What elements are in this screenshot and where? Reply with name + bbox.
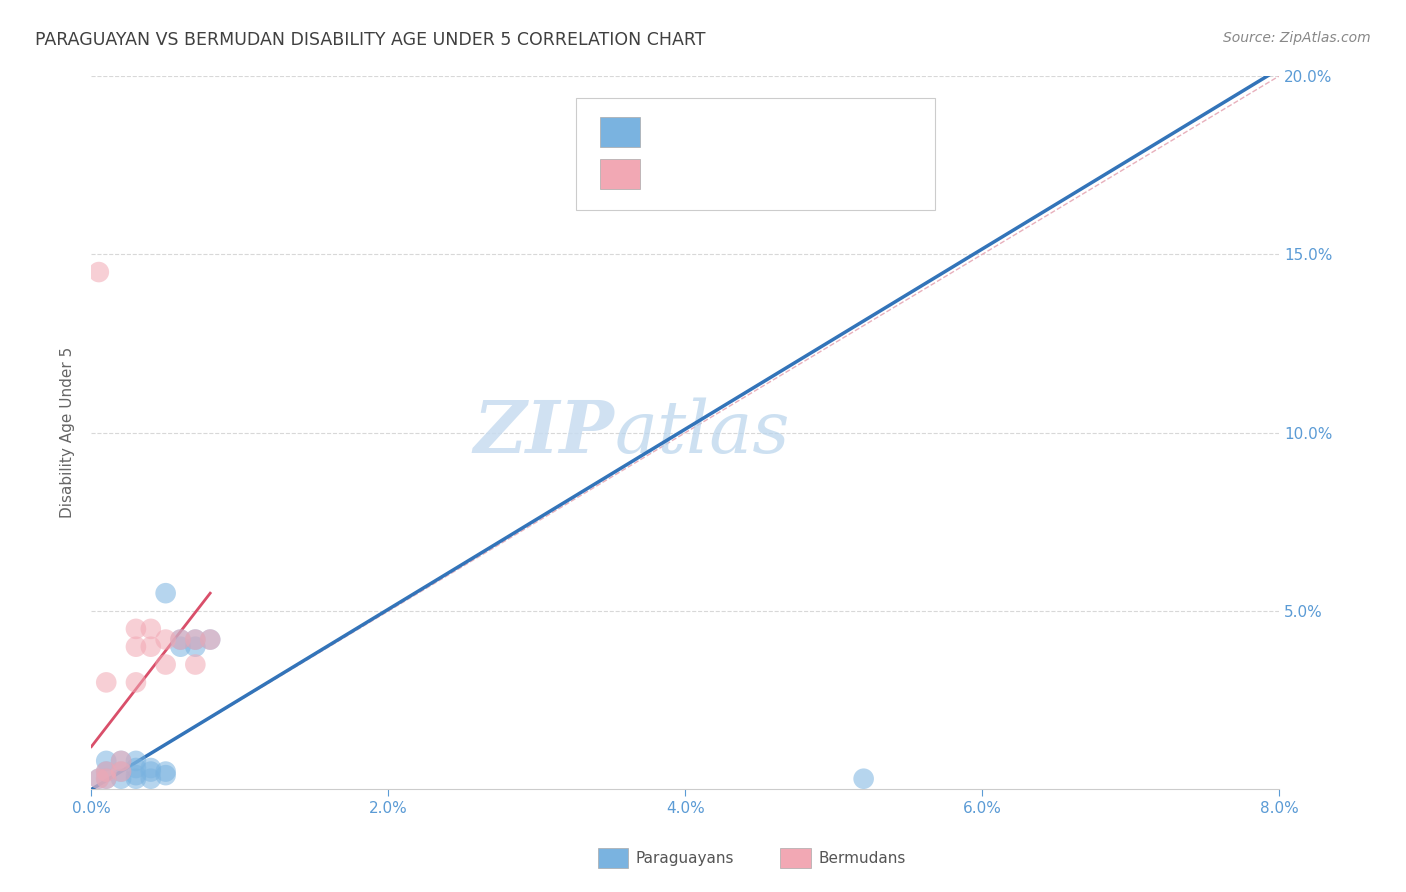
Point [155,586,177,600]
Text: N =: N = [759,162,811,180]
Point [184,640,207,654]
Point [96,772,118,786]
Point [184,632,207,647]
Point [139,761,162,775]
Point [139,622,162,636]
Text: PARAGUAYAN VS BERMUDAN DISABILITY AGE UNDER 5 CORRELATION CHART: PARAGUAYAN VS BERMUDAN DISABILITY AGE UN… [35,31,706,49]
Point [155,632,177,647]
Point [169,632,191,647]
Text: 0.186: 0.186 [700,162,751,180]
Point [96,772,118,786]
Text: N =: N = [759,120,811,138]
Point [125,675,148,690]
Point [87,772,110,786]
Text: ZIP: ZIP [474,397,614,468]
Point [184,632,207,647]
Point [110,764,132,779]
Point [96,754,118,768]
Text: 0.894: 0.894 [700,120,752,138]
Point [110,754,132,768]
Point [200,632,222,647]
Point [704,176,727,190]
Point [169,640,191,654]
Point [139,764,162,779]
Point [155,657,177,672]
Point [96,764,118,779]
Point [87,772,110,786]
Point [125,768,148,782]
Text: R =: R = [654,120,693,138]
Point [110,764,132,779]
Text: 18: 18 [813,162,835,180]
Point [169,632,191,647]
Point [184,657,207,672]
Point [155,764,177,779]
Point [87,265,110,279]
Point [139,772,162,786]
Text: atlas: atlas [614,397,790,468]
Text: Source: ZipAtlas.com: Source: ZipAtlas.com [1223,31,1371,45]
Y-axis label: Disability Age Under 5: Disability Age Under 5 [60,347,76,518]
Text: Bermudans: Bermudans [818,851,905,865]
Point [96,675,118,690]
Text: Paraguayans: Paraguayans [636,851,734,865]
Point [852,772,875,786]
Point [139,640,162,654]
Text: 24: 24 [813,120,835,138]
Point [110,772,132,786]
Point [125,640,148,654]
Point [96,764,118,779]
Point [125,772,148,786]
Text: R =: R = [654,162,693,180]
Point [200,632,222,647]
Point [125,622,148,636]
Point [110,754,132,768]
Point [155,768,177,782]
Point [125,754,148,768]
Point [125,761,148,775]
